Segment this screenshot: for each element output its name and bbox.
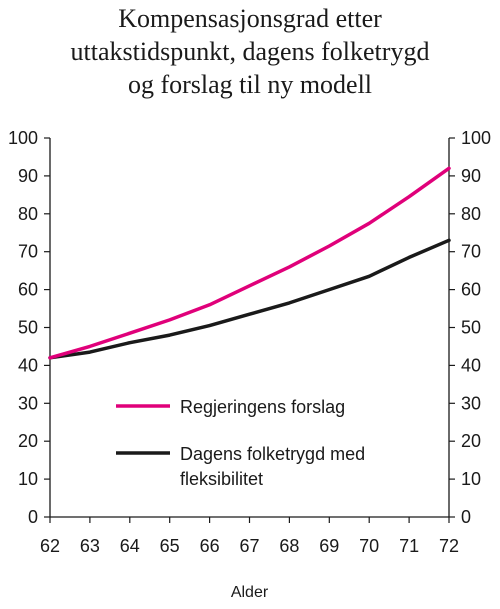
x-tick-label: 62 [40, 536, 60, 556]
x-axis-title: Alder [231, 584, 269, 601]
x-tick-label: 68 [279, 536, 299, 556]
y-tick-label-left: 10 [18, 469, 38, 489]
series-line-dagens-folketrygd [48, 238, 451, 360]
y-tick-label-right: 20 [461, 431, 481, 451]
y-tick-label-left: 80 [18, 204, 38, 224]
y-tick-label-left: 50 [18, 318, 38, 338]
y-tick-label-left: 70 [18, 242, 38, 262]
y-tick-label-right: 50 [461, 318, 481, 338]
y-tick-label-right: 40 [461, 355, 481, 375]
x-tick-label: 63 [80, 536, 100, 556]
x-tick-label: 64 [120, 536, 140, 556]
y-tick-label-left: 20 [18, 431, 38, 451]
y-tick-label-left: 30 [18, 393, 38, 413]
y-tick-label-right: 10 [461, 469, 481, 489]
y-tick-label-left: 90 [18, 166, 38, 186]
y-tick-label-right: 0 [461, 507, 471, 527]
y-tick-label-right: 70 [461, 242, 481, 262]
y-tick-label-left: 0 [28, 507, 38, 527]
y-tick-label-right: 80 [461, 204, 481, 224]
y-tick-label-right: 30 [461, 393, 481, 413]
legend-label: fleksibilitet [180, 469, 263, 489]
series-line-regjeringens-forslag [48, 166, 451, 360]
x-tick-label: 66 [200, 536, 220, 556]
x-tick-label: 70 [359, 536, 379, 556]
y-tick-label-right: 90 [461, 166, 481, 186]
y-tick-label-left: 60 [18, 280, 38, 300]
y-tick-label-left: 100 [8, 128, 38, 148]
x-tick-label: 71 [399, 536, 419, 556]
x-tick-label: 67 [239, 536, 259, 556]
chart-title: Kompensasjonsgrad etter uttakstidspunkt,… [0, 2, 500, 101]
chart-title-line-3: og forslag til ny modell [127, 70, 373, 99]
x-tick-label: 72 [439, 536, 459, 556]
chart-title-line-2: uttakstidspunkt, dagens folketrygd [70, 37, 430, 66]
legend-label: Dagens folketrygd med [180, 444, 365, 464]
legend-label: Regjeringens forslag [180, 397, 345, 417]
x-tick-label: 69 [319, 536, 339, 556]
y-tick-label-right: 100 [461, 128, 491, 148]
x-tick-label: 65 [160, 536, 180, 556]
y-tick-label-right: 60 [461, 280, 481, 300]
chart-title-line-1: Kompensasjonsgrad etter [118, 4, 382, 33]
y-tick-label-left: 40 [18, 355, 38, 375]
